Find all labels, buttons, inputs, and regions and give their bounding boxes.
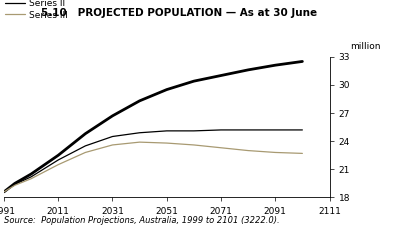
Series II: [83, 145, 88, 147]
Series III: [300, 152, 305, 155]
Text: 5.10   PROJECTED POPULATION — As at 30 June: 5.10 PROJECTED POPULATION — As at 30 Jun…: [40, 8, 317, 18]
Series II: [2, 190, 6, 193]
Series II: [219, 128, 224, 131]
Series II: [12, 183, 17, 186]
Series I: [219, 74, 224, 77]
Series I: [2, 190, 6, 193]
Series III: [83, 151, 88, 154]
Series I: [83, 132, 88, 135]
Series III: [29, 177, 33, 180]
Line: Series II: Series II: [4, 130, 303, 192]
Series III: [2, 190, 6, 193]
Series I: [300, 60, 305, 63]
Series I: [12, 182, 17, 185]
Text: Source:  Population Projections, Australia, 1999 to 2101 (3222.0).: Source: Population Projections, Australi…: [4, 216, 279, 225]
Series I: [246, 69, 251, 71]
Series III: [273, 151, 278, 154]
Series I: [29, 173, 33, 175]
Series II: [191, 130, 196, 132]
Series III: [219, 146, 224, 149]
Series III: [110, 144, 115, 146]
Series I: [110, 114, 115, 117]
Legend: Series I, Series II, Series III: Series I, Series II, Series III: [5, 0, 67, 20]
Line: Series I: Series I: [4, 62, 303, 192]
Series II: [110, 135, 115, 138]
Series III: [164, 142, 169, 144]
Series I: [164, 88, 169, 91]
Line: Series III: Series III: [4, 142, 303, 192]
Series III: [56, 163, 61, 166]
Series II: [273, 128, 278, 131]
Series I: [273, 64, 278, 67]
Series II: [29, 175, 33, 178]
Series III: [191, 144, 196, 146]
Series II: [56, 159, 61, 161]
Series II: [246, 128, 251, 131]
Series I: [56, 154, 61, 157]
Series III: [137, 141, 142, 143]
Series II: [137, 131, 142, 134]
Series I: [137, 99, 142, 102]
Series II: [164, 130, 169, 132]
Text: million: million: [351, 42, 381, 51]
Series III: [246, 149, 251, 152]
Series I: [191, 80, 196, 82]
Series III: [12, 184, 17, 187]
Series II: [300, 128, 305, 131]
